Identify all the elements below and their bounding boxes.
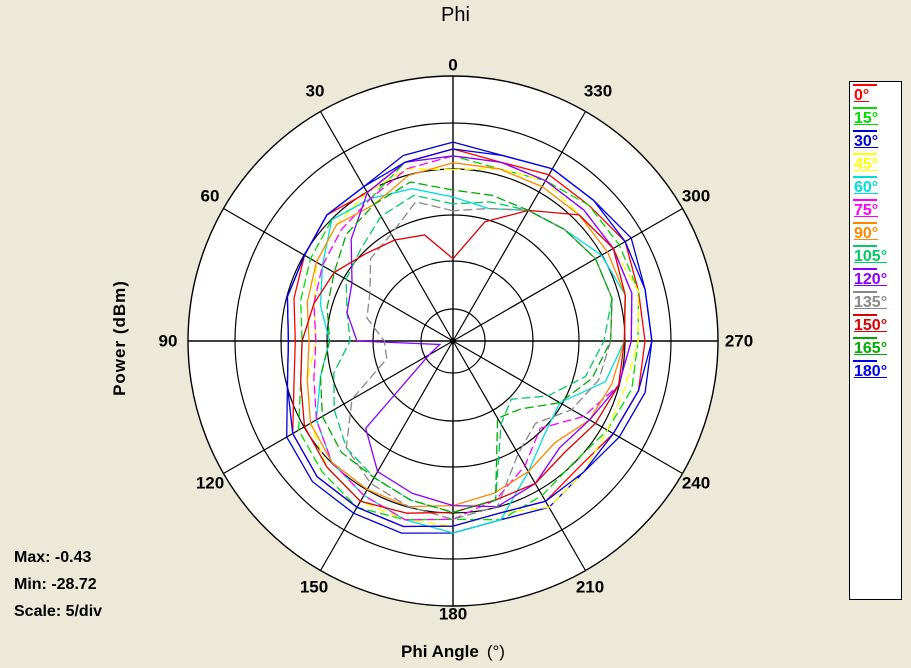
grid-spoke-150: [319, 340, 454, 571]
legend-swatch: [853, 130, 877, 132]
legend-item: 75°: [850, 197, 901, 220]
legend-swatch: [853, 153, 877, 155]
legend-label: 165°: [854, 340, 888, 357]
legend-swatch: [853, 107, 877, 109]
grid-spoke-120: [223, 340, 454, 475]
legend-swatch: [853, 84, 877, 86]
grid-spoke-330: [452, 111, 587, 342]
legend-label: 135°: [854, 294, 888, 311]
legend-label: 15°: [854, 110, 879, 127]
legend-swatch: [853, 199, 877, 201]
angle-tick-label: 300: [682, 186, 710, 205]
legend-item: 105°: [850, 243, 901, 266]
grid-spoke-60: [223, 207, 454, 342]
legend-swatch: [853, 314, 877, 316]
angle-tick-label: 60: [201, 186, 220, 205]
legend-item: 45°: [850, 151, 901, 174]
grid-spoke-30: [319, 111, 454, 342]
stat-scale: Scale: 5/div: [14, 603, 103, 620]
legend-swatch: [853, 291, 877, 293]
grid-spoke-240: [452, 340, 683, 475]
center-point: [450, 338, 456, 344]
series-line-60deg: [315, 188, 626, 534]
legend-label: 180°: [854, 363, 888, 380]
legend-swatch: [853, 268, 877, 270]
legend-label: 150°: [854, 317, 888, 334]
legend-label: 105°: [854, 248, 888, 265]
legend-item: 30°: [850, 128, 901, 151]
legend-swatch: [853, 337, 877, 339]
series-line-165deg: [319, 181, 613, 514]
angle-tick-label: 210: [576, 577, 604, 596]
legend-swatch: [853, 245, 877, 247]
legend: 0° 15° 30° 45° 60° 75° 90° 105° 120° 135° 150° 165°…: [849, 81, 902, 600]
legend-item: 0°: [850, 82, 901, 105]
angle-tick-label: 180: [439, 604, 467, 623]
stat-max: Max: -0.43: [14, 549, 92, 566]
legend-label: 45°: [854, 156, 879, 173]
x-axis-label: Phi Angle (°): [401, 642, 505, 662]
angle-tick-label: 330: [584, 81, 612, 100]
angle-tick-label: 240: [682, 473, 710, 492]
legend-item: 135°: [850, 289, 901, 312]
grid-spoke-210: [452, 340, 587, 571]
angle-tick-label: 0: [448, 55, 457, 74]
angle-tick-label: 120: [196, 473, 224, 492]
chart-title: Phi: [441, 4, 470, 26]
legend-item: 60°: [850, 174, 901, 197]
grid-spoke-300: [452, 207, 683, 342]
legend-label: 0°: [854, 87, 870, 104]
legend-item: 165°: [850, 335, 901, 358]
y-axis-label: Power (dBm): [110, 280, 129, 396]
legend-item: 90°: [850, 220, 901, 243]
legend-item: 120°: [850, 266, 901, 289]
stats-panel: Max: -0.43 Min: -28.72 Scale: 5/div: [14, 544, 102, 625]
legend-item: 15°: [850, 105, 901, 128]
legend-item: 150°: [850, 312, 901, 335]
angle-tick-label: 150: [300, 577, 328, 596]
legend-swatch: [853, 360, 877, 362]
angle-tick-label: 270: [725, 331, 753, 350]
x-axis-unit: (°): [486, 642, 505, 661]
legend-swatch: [853, 176, 877, 178]
angle-tick-label: 30: [306, 81, 325, 100]
legend-label: 90°: [854, 225, 879, 242]
legend-label: 75°: [854, 202, 879, 219]
series-line-180deg: [286, 148, 653, 528]
stat-min: Min: -28.72: [14, 576, 97, 593]
legend-swatch: [853, 222, 877, 224]
x-axis-label-text: Phi Angle: [401, 642, 479, 661]
legend-item: 180°: [850, 358, 901, 381]
legend-label: 60°: [854, 179, 879, 196]
legend-label: 120°: [854, 271, 888, 288]
angle-tick-label: 90: [159, 331, 178, 350]
legend-label: 30°: [854, 133, 879, 150]
